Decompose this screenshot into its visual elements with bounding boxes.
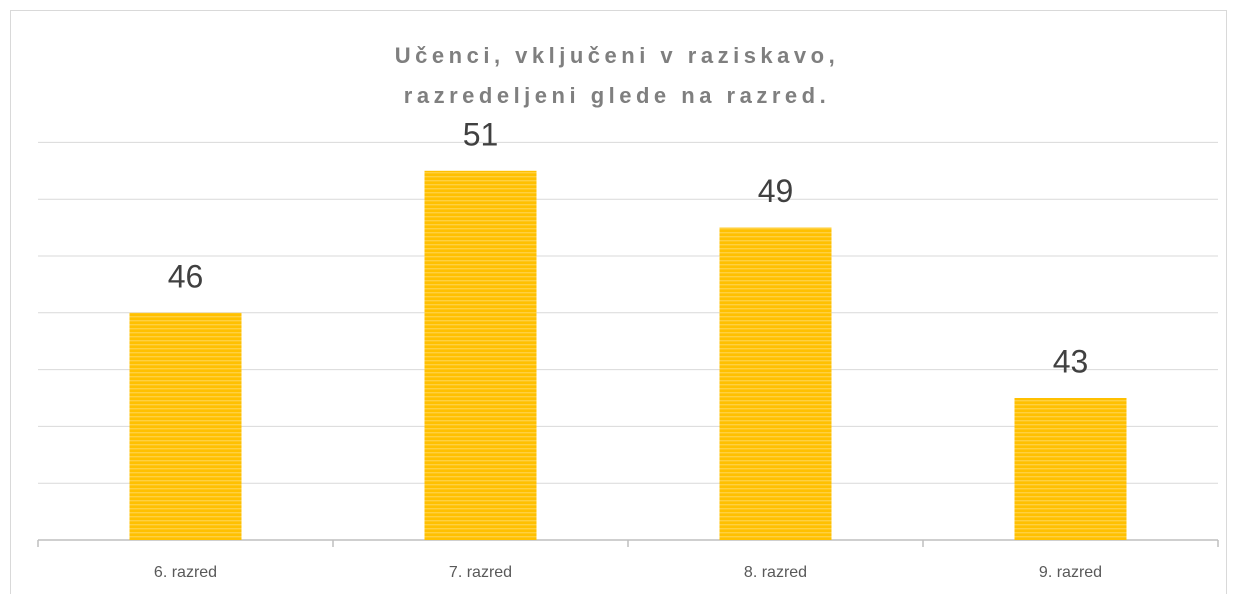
data-label: 46 [168,258,204,294]
data-label: 51 [463,116,499,152]
data-label: 49 [758,173,794,209]
bar [129,312,242,540]
chart-title: Učenci, vključeni v raziskavo, razredelj… [394,43,840,108]
x-tick-label: 9. razred [1039,564,1102,581]
bar [1014,398,1127,540]
x-tick-label: 6. razred [154,564,217,581]
x-tick-label: 8. razred [744,564,807,581]
bar [719,227,832,540]
data-label: 43 [1053,343,1089,379]
bar [424,170,537,541]
x-tick-label: 7. razred [449,564,512,581]
chart-frame [10,10,1227,594]
